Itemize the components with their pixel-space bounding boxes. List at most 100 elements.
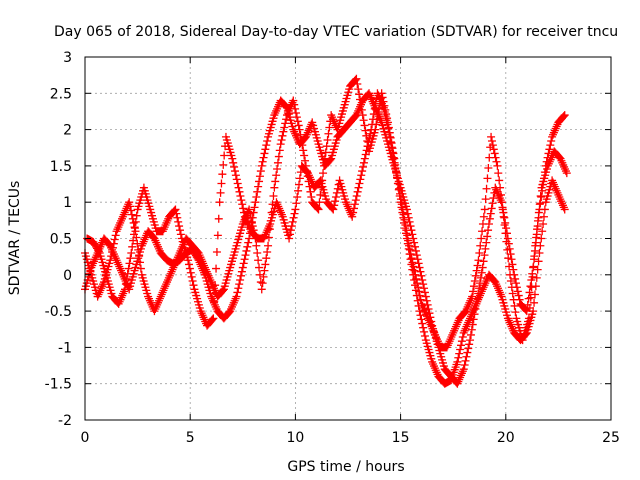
- data-point: [127, 210, 136, 219]
- data-point: [508, 289, 517, 298]
- data-point: [479, 212, 488, 221]
- data-point: [258, 157, 267, 166]
- data-point: [412, 291, 421, 300]
- data-point: [216, 188, 225, 197]
- data-point: [399, 213, 408, 222]
- x-tick-label: 0: [81, 430, 90, 446]
- data-point: [420, 327, 429, 336]
- grid-lines: [85, 57, 611, 420]
- data-point: [418, 319, 427, 328]
- data-point: [398, 208, 407, 217]
- data-point: [404, 244, 413, 253]
- data-point: [259, 153, 268, 162]
- data-point: [136, 264, 145, 273]
- data-point: [413, 255, 422, 264]
- data-point: [351, 196, 360, 205]
- data-point: [400, 218, 409, 227]
- data-point: [506, 250, 515, 259]
- data-point: [130, 223, 139, 232]
- data-point: [358, 167, 367, 176]
- data-point: [419, 280, 428, 289]
- data-point: [173, 213, 182, 222]
- data-point: [536, 241, 545, 250]
- data-point: [331, 197, 340, 206]
- y-tick-label: 1: [63, 195, 72, 211]
- data-point: [454, 353, 463, 362]
- data-point: [473, 261, 482, 270]
- data-point: [272, 171, 281, 180]
- data-point: [107, 252, 116, 261]
- data-point: [491, 153, 500, 162]
- data-point: [246, 213, 255, 222]
- data-point: [258, 279, 267, 288]
- data-point: [457, 341, 466, 350]
- data-point: [405, 217, 414, 226]
- data-point: [212, 247, 221, 256]
- data-point: [476, 241, 485, 250]
- data-point: [524, 294, 533, 303]
- data-point: [492, 157, 501, 166]
- data-point: [292, 109, 301, 118]
- data-point: [354, 183, 363, 192]
- data-point: [241, 251, 250, 260]
- data-point: [462, 352, 471, 361]
- data-point: [421, 292, 430, 301]
- data-point: [403, 239, 412, 248]
- data-point: [353, 79, 362, 88]
- data-point: [514, 291, 523, 300]
- data-point: [401, 224, 410, 233]
- data-point: [121, 280, 130, 289]
- data-point: [255, 263, 264, 272]
- data-point: [355, 90, 364, 99]
- data-point: [495, 176, 504, 185]
- data-point: [249, 208, 258, 217]
- data-point: [106, 256, 115, 265]
- data-point: [291, 104, 300, 113]
- x-tick-label: 25: [602, 430, 620, 446]
- data-point: [120, 285, 129, 294]
- data-point: [466, 330, 475, 339]
- data-point: [245, 205, 254, 214]
- data-point: [261, 260, 270, 269]
- data-point: [110, 235, 119, 244]
- data-point: [469, 282, 478, 291]
- data-point: [236, 271, 245, 280]
- data-point: [506, 270, 515, 279]
- data-point: [486, 209, 495, 218]
- data-point: [259, 272, 268, 281]
- data-point: [292, 199, 301, 208]
- data-point: [331, 193, 340, 202]
- data-point: [480, 205, 489, 214]
- data-point: [293, 117, 302, 126]
- data-point: [317, 183, 326, 192]
- data-point: [239, 259, 248, 268]
- data-point: [262, 141, 271, 150]
- data-point: [232, 292, 241, 301]
- data-point: [109, 239, 118, 248]
- data-point: [459, 365, 468, 374]
- data-point: [126, 206, 135, 215]
- data-point: [231, 171, 240, 180]
- data-point: [321, 148, 330, 157]
- data-point: [533, 216, 542, 225]
- data-point: [264, 233, 273, 242]
- data-point: [356, 175, 365, 184]
- data-point: [261, 145, 270, 154]
- data-point: [374, 104, 383, 113]
- data-point: [470, 277, 479, 286]
- data-point: [488, 141, 497, 150]
- data-point: [134, 245, 143, 254]
- data-point: [374, 110, 383, 119]
- data-point: [416, 267, 425, 276]
- data-point: [466, 336, 475, 345]
- data-point: [189, 281, 198, 290]
- data-point: [276, 140, 285, 149]
- series-satellite-track-B: [83, 89, 571, 352]
- data-point: [228, 154, 237, 163]
- data-point: [295, 125, 304, 134]
- data-point: [257, 285, 266, 294]
- data-point: [251, 198, 260, 207]
- data-point: [289, 96, 298, 105]
- data-point: [314, 205, 323, 214]
- data-point: [528, 272, 537, 281]
